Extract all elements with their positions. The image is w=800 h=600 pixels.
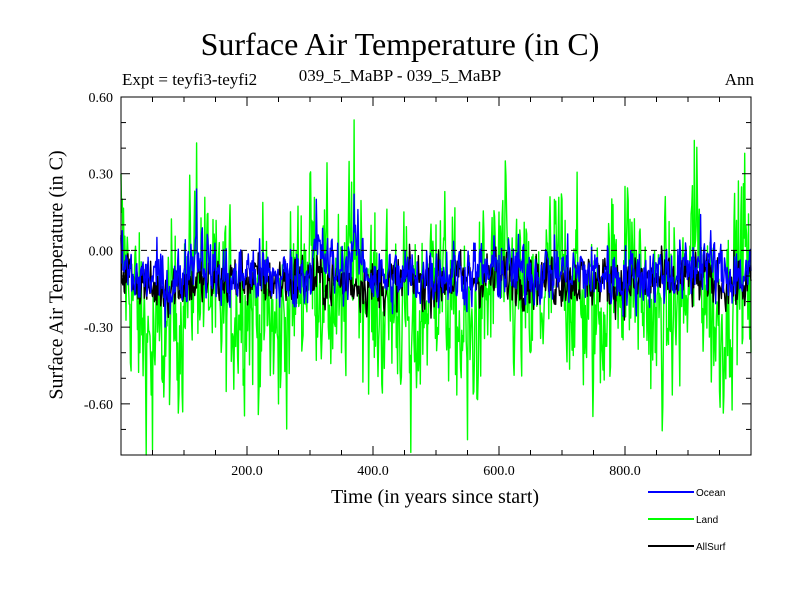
legend-label-land: Land (696, 515, 718, 526)
legend-layer: Ocean Land AllSurf (648, 488, 726, 553)
x-tick-label: 400.0 (357, 464, 389, 479)
season-label: Ann (724, 70, 754, 89)
experiment-label: Expt = teyfi3-teyfi2 (122, 70, 258, 89)
y-tick-label: 0.60 (89, 91, 114, 106)
axes-layer: 200.0 400.0 600.0 800.0 0.60 0.30 0.00 -0.30 -0.… (84, 91, 752, 479)
y-tick-label: 0.30 (89, 168, 114, 183)
x-tick-label: 200.0 (231, 464, 263, 479)
x-tick-label: 600.0 (483, 464, 515, 479)
y-axis-label: Surface Air Temperature (in C) (45, 150, 68, 400)
legend-label-allsurf: AllSurf (696, 542, 726, 553)
y-tick-label: -0.60 (84, 398, 113, 413)
legend-label-ocean: Ocean (696, 488, 725, 499)
x-tick-label: 800.0 (609, 464, 641, 479)
chart-title: Surface Air Temperature (in C) (200, 26, 600, 62)
period-label: 039_5_MaBP - 039_5_MaBP (298, 66, 502, 85)
x-axis-label: Time (in years since start) (330, 486, 540, 508)
y-tick-label: 0.00 (89, 244, 114, 259)
y-tick-label: -0.30 (84, 321, 113, 336)
series-layer (120, 119, 752, 456)
series-line-ocean (120, 188, 752, 328)
